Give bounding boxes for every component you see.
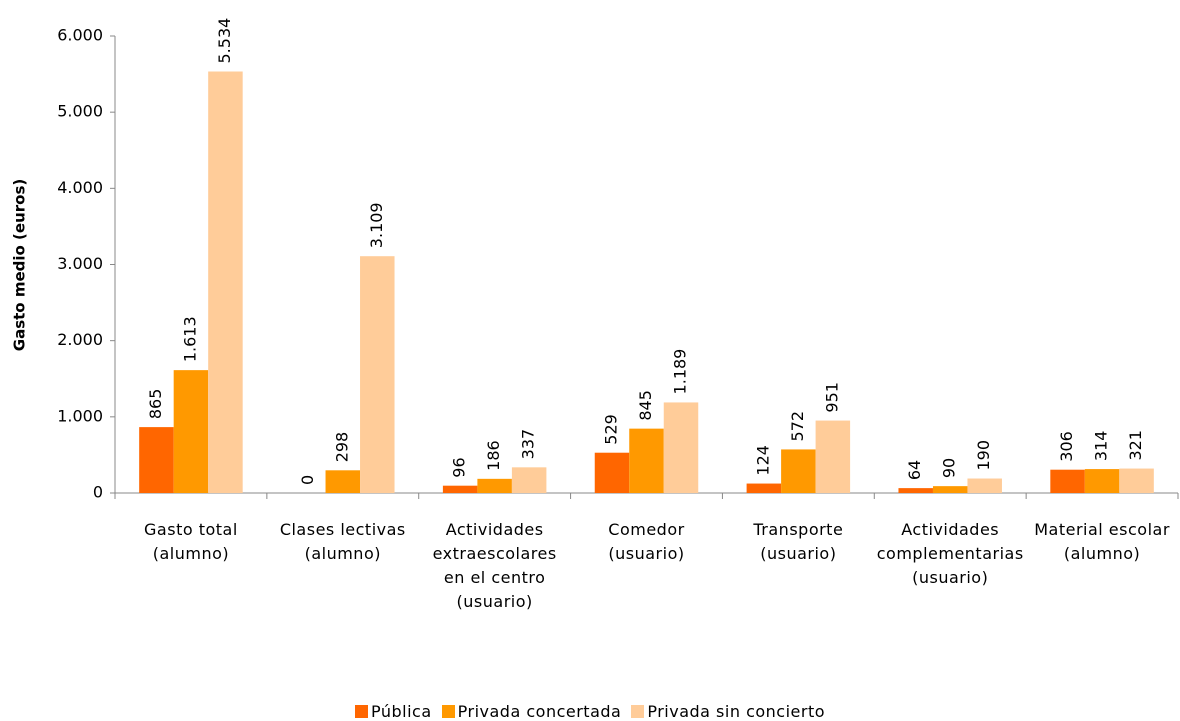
value-label: 306 [1057,431,1076,462]
bar [898,488,933,493]
value-label: 529 [602,414,621,445]
value-label: 3.109 [367,202,386,248]
y-tick-label: 5.000 [57,102,103,121]
value-label: 572 [788,411,807,442]
legend-swatch [441,705,455,718]
legend-swatch [631,705,645,718]
bar [477,478,512,493]
value-label: 337 [519,429,538,460]
y-tick-label: 6.000 [57,26,103,45]
value-label: 1.613 [180,316,199,362]
bar [746,483,782,493]
bar [442,485,478,493]
value-label: 186 [484,440,503,471]
bar [1084,469,1120,493]
legend-label: Privada concertada [457,702,622,721]
value-label: 865 [146,389,165,420]
value-label: 314 [1092,431,1111,462]
value-label: 0 [298,475,317,485]
y-tick-label: 2.000 [57,330,103,349]
bar [208,71,243,494]
bar [1050,469,1085,493]
value-label: 321 [1126,430,1145,461]
bar [139,427,174,493]
bar [511,467,547,493]
bar [1119,468,1154,493]
bar [815,420,851,493]
y-tick-label: 0 [93,483,103,502]
value-label: 190 [974,440,993,471]
value-label: 124 [753,445,772,476]
bar [663,402,699,493]
value-label: 951 [822,382,841,413]
x-tick-label: Actividades extraescolares en el centro … [432,520,557,611]
value-label: 5.534 [215,18,234,64]
bar [781,449,816,493]
bar [173,370,209,493]
legend-item: Privada concertada [441,702,622,721]
legend-swatch [354,705,368,718]
value-label: 96 [450,457,469,477]
value-label: 64 [905,460,924,480]
value-label: 90 [940,458,959,478]
bar [325,470,361,493]
legend-item: Pública [354,702,432,721]
legend-item: Privada sin concierto [631,702,825,721]
y-tick-label: 4.000 [57,178,103,197]
bar [932,486,968,493]
x-tick-label: Actividades complementarias (usuario) [876,520,1024,587]
value-label: 845 [636,390,655,421]
bar [360,256,395,493]
x-tick-label: Comedor (usuario) [608,520,685,563]
value-label: 1.189 [671,349,690,395]
bar [629,428,664,493]
y-tick-label: 1.000 [57,406,103,425]
x-tick-label: Material escolar (alumno) [1034,520,1170,563]
bar [967,478,1002,493]
x-tick-label: Transporte (usuario) [753,520,844,563]
bar [594,452,630,493]
legend-label: Privada sin concierto [647,702,826,721]
y-tick-label: 3.000 [57,254,103,273]
legend-label: Pública [370,702,432,721]
y-axis-label: Gasto medio (euros) [11,179,29,351]
value-label: 298 [332,432,351,463]
x-tick-label: Clases lectivas (alumno) [279,520,406,563]
x-tick-label: Gasto total (alumno) [144,520,238,563]
legend: Pública Privada concertada Privada sin con… [0,702,1180,721]
